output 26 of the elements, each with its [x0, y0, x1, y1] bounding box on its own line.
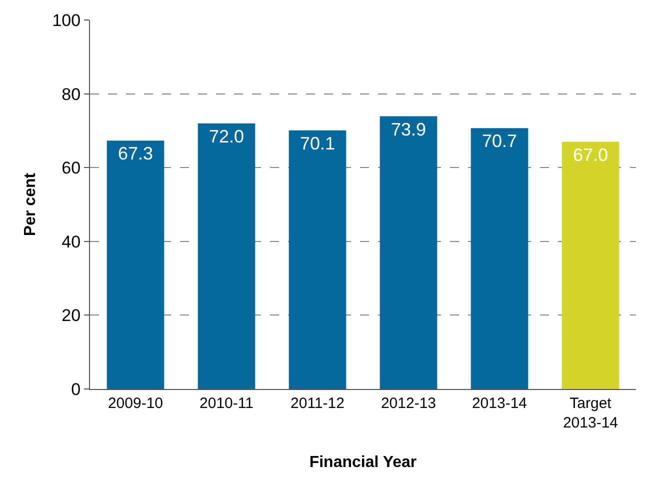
x-tick-label: 2012-13: [380, 395, 436, 412]
y-tick-label: 100: [52, 10, 81, 30]
data-label: 72.0: [208, 126, 244, 146]
x-tick-label: 2011-12: [290, 395, 344, 412]
x-tick-label: 2013-14: [472, 395, 528, 412]
bar: [288, 130, 346, 389]
data-label: 67.0: [572, 144, 608, 165]
y-tick-label: 20: [62, 306, 81, 326]
x-tick-label: 2010-11: [200, 395, 254, 412]
y-tick-label: 80: [62, 84, 81, 104]
y-tick-label: 60: [62, 158, 81, 178]
y-tick-label: 40: [62, 232, 81, 252]
bar: [106, 140, 164, 389]
y-axis-title: Per cent: [22, 172, 40, 236]
x-axis-title: Financial Year: [309, 454, 417, 472]
x-tick-label: 2009-10: [108, 395, 164, 412]
bar: [198, 123, 256, 389]
y-tick-label: 0: [71, 380, 81, 399]
bar: [562, 142, 620, 389]
x-tick-label: Target 2013-14: [562, 395, 618, 432]
data-label: 70.1: [300, 133, 336, 154]
data-label: 67.3: [118, 144, 154, 164]
data-label: 70.7: [482, 131, 518, 152]
bar: [380, 116, 438, 389]
data-label: 73.9: [390, 119, 426, 140]
bar: [470, 128, 528, 389]
